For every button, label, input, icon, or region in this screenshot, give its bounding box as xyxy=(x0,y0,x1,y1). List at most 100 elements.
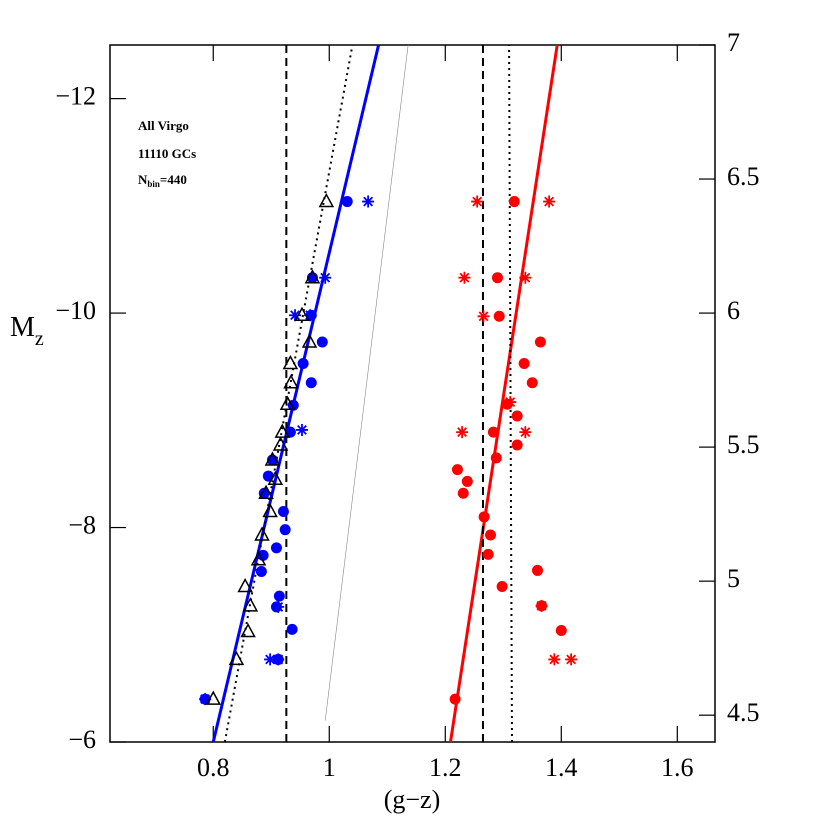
annotation: 11110 GCs xyxy=(138,146,196,161)
point xyxy=(519,271,532,284)
point xyxy=(534,336,546,348)
point xyxy=(565,653,578,666)
point xyxy=(262,502,278,518)
point xyxy=(267,470,284,486)
point xyxy=(286,623,298,635)
point xyxy=(487,426,499,438)
point xyxy=(508,196,520,208)
point xyxy=(279,395,296,410)
x-tick-label: 1.2 xyxy=(429,753,462,782)
point xyxy=(341,196,353,208)
point xyxy=(237,577,253,593)
point xyxy=(273,590,285,602)
y-tick-label: −8 xyxy=(68,511,96,540)
fit-line xyxy=(211,44,381,743)
point xyxy=(282,354,299,370)
point xyxy=(295,423,308,436)
x-tick-label: 1.4 xyxy=(545,753,578,782)
point xyxy=(526,377,538,389)
point xyxy=(477,310,490,323)
fit-line xyxy=(324,44,409,721)
point xyxy=(272,436,289,451)
y-label-main: M xyxy=(10,312,35,343)
y-tick-label: −10 xyxy=(55,296,96,325)
point xyxy=(504,396,517,409)
y2-tick-label: 6.5 xyxy=(727,162,760,191)
point xyxy=(301,333,318,348)
annotation-part: =440 xyxy=(160,172,187,187)
point xyxy=(272,600,285,613)
point xyxy=(304,269,321,284)
y2-tick-label: 5 xyxy=(727,564,740,593)
point xyxy=(258,484,274,499)
point xyxy=(305,377,317,389)
point xyxy=(304,309,317,322)
plot-frame xyxy=(109,44,716,743)
annotation-sub: bin xyxy=(147,179,160,189)
y2-tick-label: 5.5 xyxy=(727,430,760,459)
point xyxy=(318,192,335,208)
point xyxy=(274,423,291,438)
point xyxy=(279,524,291,536)
point xyxy=(240,622,256,638)
point xyxy=(457,487,469,499)
point xyxy=(297,357,309,369)
y-tick-label: −12 xyxy=(55,82,96,111)
point xyxy=(294,306,310,321)
point xyxy=(456,426,469,439)
point xyxy=(535,599,548,612)
point xyxy=(262,470,274,482)
point xyxy=(471,195,484,208)
point xyxy=(511,410,523,422)
point xyxy=(199,693,212,706)
point xyxy=(543,195,556,208)
x-tick-label: 1 xyxy=(323,753,336,782)
point xyxy=(518,357,530,369)
point xyxy=(482,548,494,560)
point xyxy=(264,653,277,666)
point xyxy=(491,272,503,284)
annotation: All Virgo xyxy=(138,118,189,133)
point xyxy=(257,549,269,561)
point xyxy=(264,451,281,466)
point xyxy=(277,505,289,517)
point xyxy=(319,271,332,284)
point xyxy=(461,475,473,487)
point xyxy=(228,650,245,666)
fit-line xyxy=(449,44,559,743)
point xyxy=(205,690,222,705)
point xyxy=(242,597,259,612)
y2-tick-label: 6 xyxy=(727,296,740,325)
point xyxy=(532,564,544,576)
point xyxy=(255,566,267,578)
point xyxy=(254,526,270,541)
point xyxy=(289,309,302,322)
y-axis-label: Mz xyxy=(10,312,44,349)
point xyxy=(555,624,567,636)
point xyxy=(485,529,497,541)
y-label-sub: z xyxy=(35,328,44,350)
annotation: Nbin=440 xyxy=(138,172,187,189)
annotation-part: N xyxy=(138,172,148,187)
point xyxy=(451,464,463,476)
x-tick-label: 0.8 xyxy=(197,753,230,782)
y2-tick-label: 7 xyxy=(727,28,740,57)
point xyxy=(458,271,471,284)
point xyxy=(272,653,285,666)
point xyxy=(316,336,328,348)
x-tick-label: 1.6 xyxy=(661,753,694,782)
point xyxy=(478,511,490,523)
point xyxy=(493,310,505,322)
fit-line xyxy=(223,44,354,743)
y2-tick-label: 4.5 xyxy=(727,698,760,727)
y-tick-label: −6 xyxy=(68,725,96,754)
point xyxy=(362,195,375,208)
fit-line xyxy=(508,44,513,743)
x-axis-label: (g−z) xyxy=(384,785,441,814)
point xyxy=(496,581,508,593)
point xyxy=(511,439,523,451)
point xyxy=(490,452,502,464)
point xyxy=(250,551,267,566)
